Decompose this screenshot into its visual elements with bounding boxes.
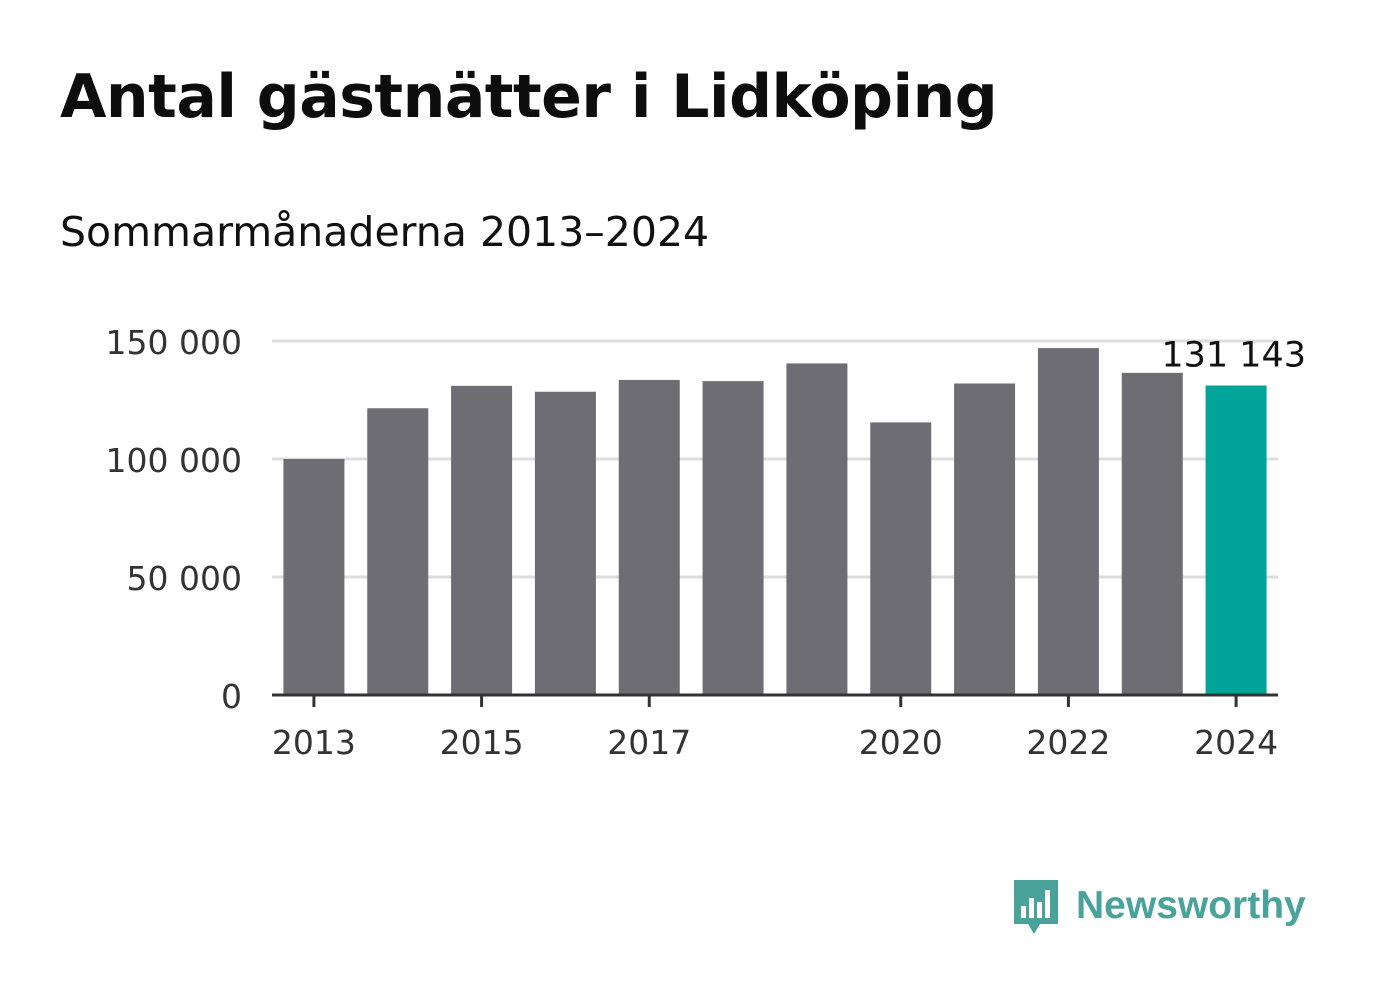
y-tick-label: 100 000 [106,441,242,480]
gridlines [272,339,1278,579]
newsworthy-logo-icon [1014,880,1058,934]
highlight-bar [1205,385,1267,695]
y-tick-label: 0 [221,677,242,716]
bar [451,385,513,695]
bar [534,391,596,695]
x-tick-label: 2013 [272,723,356,762]
brand-logo: Newsworthy [1010,876,1306,936]
x-tick-label: 2024 [1194,723,1278,762]
bar [1037,348,1099,695]
bar [618,379,680,695]
bars [283,348,1267,695]
x-tick-label: 2022 [1026,723,1110,762]
bar [870,422,932,695]
chart-subtitle: Sommarmånaderna 2013–2024 [60,208,710,256]
bar [283,459,345,695]
bar [367,408,429,695]
highlight-value-label: 131 143 [1161,336,1306,376]
bar [1121,372,1183,695]
axes [272,693,1278,707]
x-tick-label: 2020 [859,723,943,762]
chart-title: Antal gästnätter i Lidköping [60,62,998,132]
bar [702,381,764,695]
bar [786,363,848,695]
y-tick-label: 150 000 [106,323,242,362]
y-tick-label: 50 000 [127,559,242,598]
x-tick-label: 2015 [440,723,524,762]
bar [954,383,1016,695]
x-tick-label: 2017 [607,723,691,762]
brand-name: Newsworthy [1076,884,1306,927]
labels: 0 50 000 100 000 150 000 131 143 2013 2015 2017… [106,323,1307,762]
